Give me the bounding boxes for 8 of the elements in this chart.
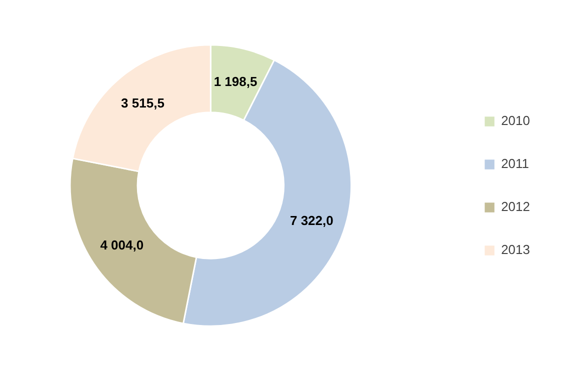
legend-label: 2010 xyxy=(501,113,530,128)
data-label: 3 515,5 xyxy=(121,95,164,110)
data-label: 1 198,5 xyxy=(214,74,258,90)
data-label: 4 004,0 xyxy=(100,238,144,253)
legend-label: 2013 xyxy=(501,242,530,257)
legend-label: 2011 xyxy=(501,156,530,171)
legend-label: 2012 xyxy=(501,199,530,214)
data-label: 7 322,0 xyxy=(290,212,334,228)
